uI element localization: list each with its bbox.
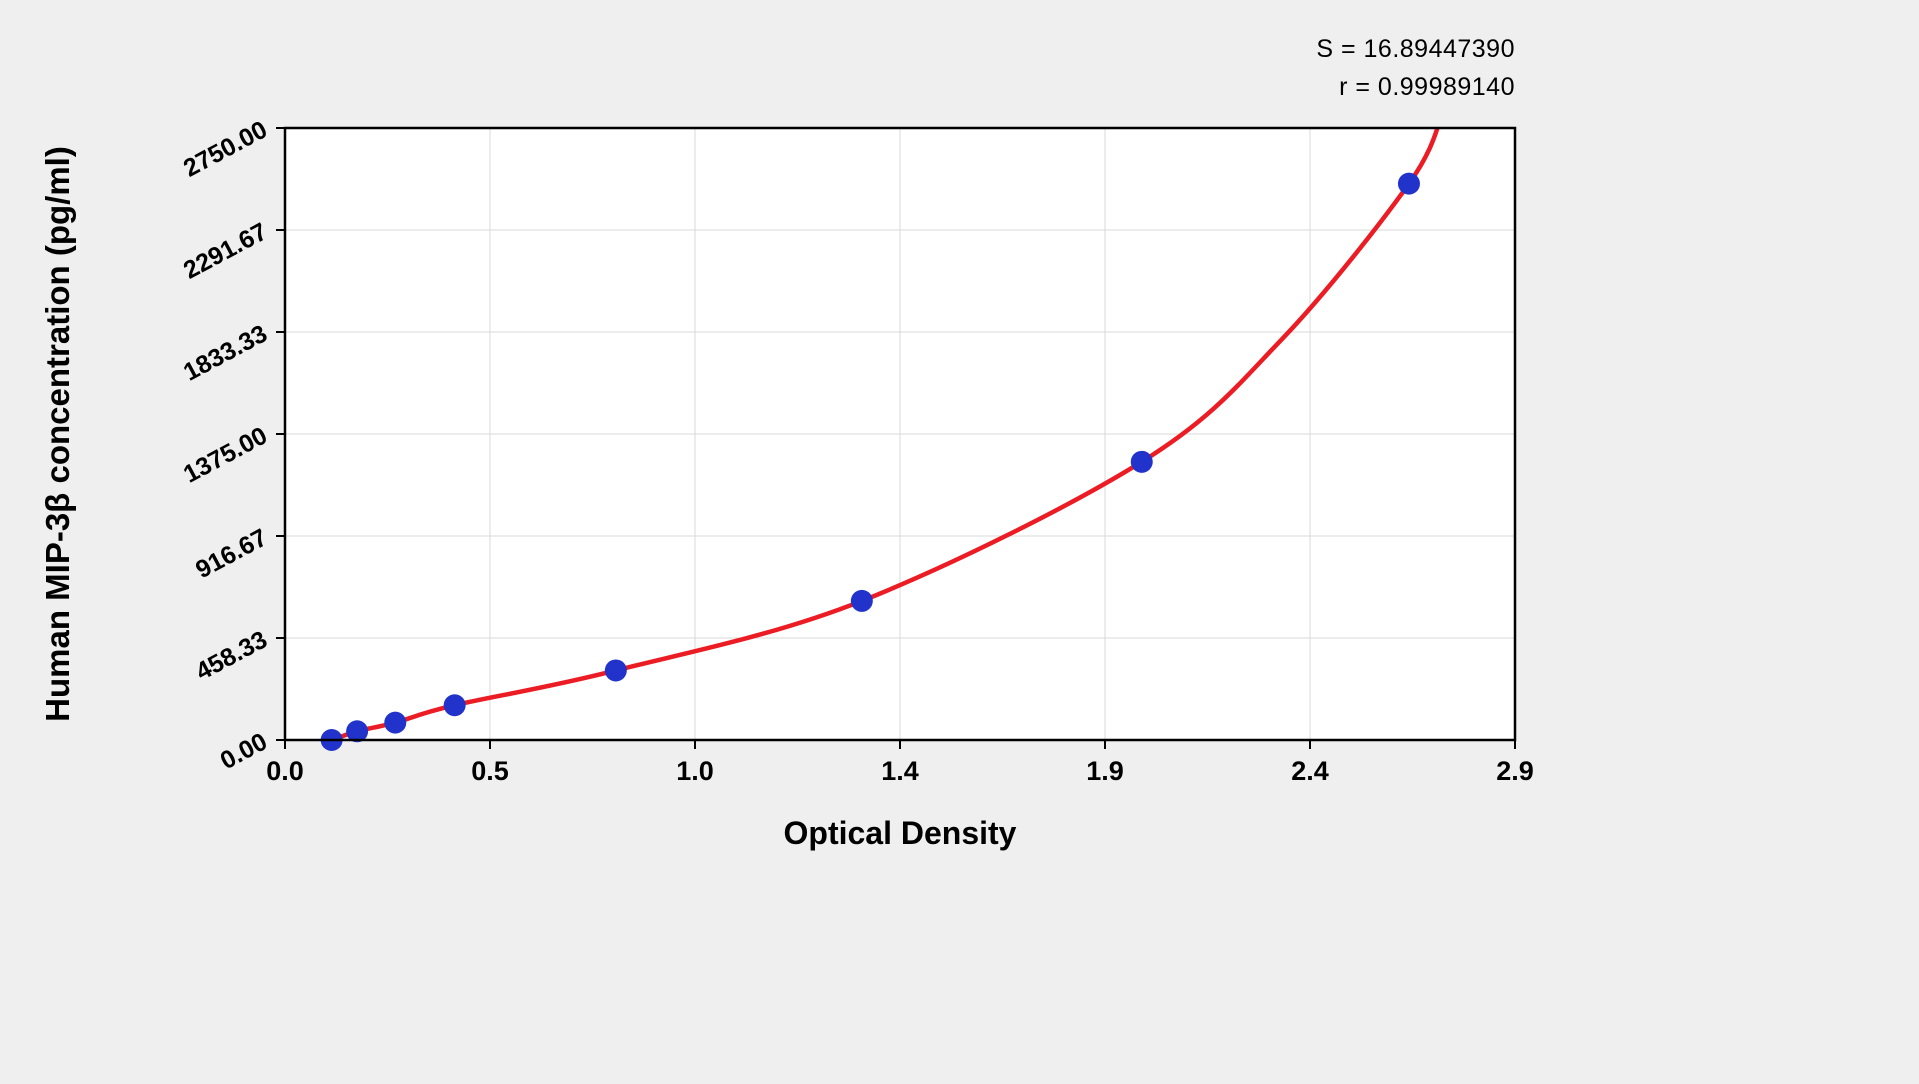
y-tick-label: 2291.67: [179, 218, 272, 285]
r-value-label: r = 0.99989140: [1339, 73, 1515, 101]
y-tick-label: 2750.00: [179, 116, 272, 183]
x-tick-label: 2.9: [1496, 756, 1534, 786]
data-point: [850, 589, 873, 612]
s-value-label: S = 16.89447390: [1316, 35, 1515, 63]
x-tick-label: 2.4: [1291, 756, 1329, 786]
y-tick-label: 1375.00: [179, 422, 272, 489]
x-tick-label: 0.0: [266, 756, 304, 786]
data-point: [1130, 450, 1153, 473]
x-axis-title: Optical Density: [783, 815, 1017, 851]
data-point: [384, 711, 407, 734]
data-point: [443, 694, 466, 717]
data-point: [346, 720, 369, 743]
y-tick-label: 458.33: [191, 626, 272, 687]
data-point: [604, 659, 627, 682]
x-tick-label: 0.5: [471, 756, 509, 786]
x-tick-label: 1.9: [1086, 756, 1124, 786]
x-tick-label: 1.0: [676, 756, 714, 786]
y-tick-label: 916.67: [191, 524, 272, 585]
x-tick-label: 1.4: [881, 756, 919, 786]
data-point: [1397, 172, 1420, 195]
fit-statistics: S = 16.89447390 r = 0.99989140: [1316, 30, 1515, 106]
y-axis-title: Human MIP-3β concentration (pg/ml): [39, 146, 76, 722]
y-tick-label: 0.00: [216, 728, 272, 776]
y-tick-label: 1833.33: [179, 320, 272, 387]
